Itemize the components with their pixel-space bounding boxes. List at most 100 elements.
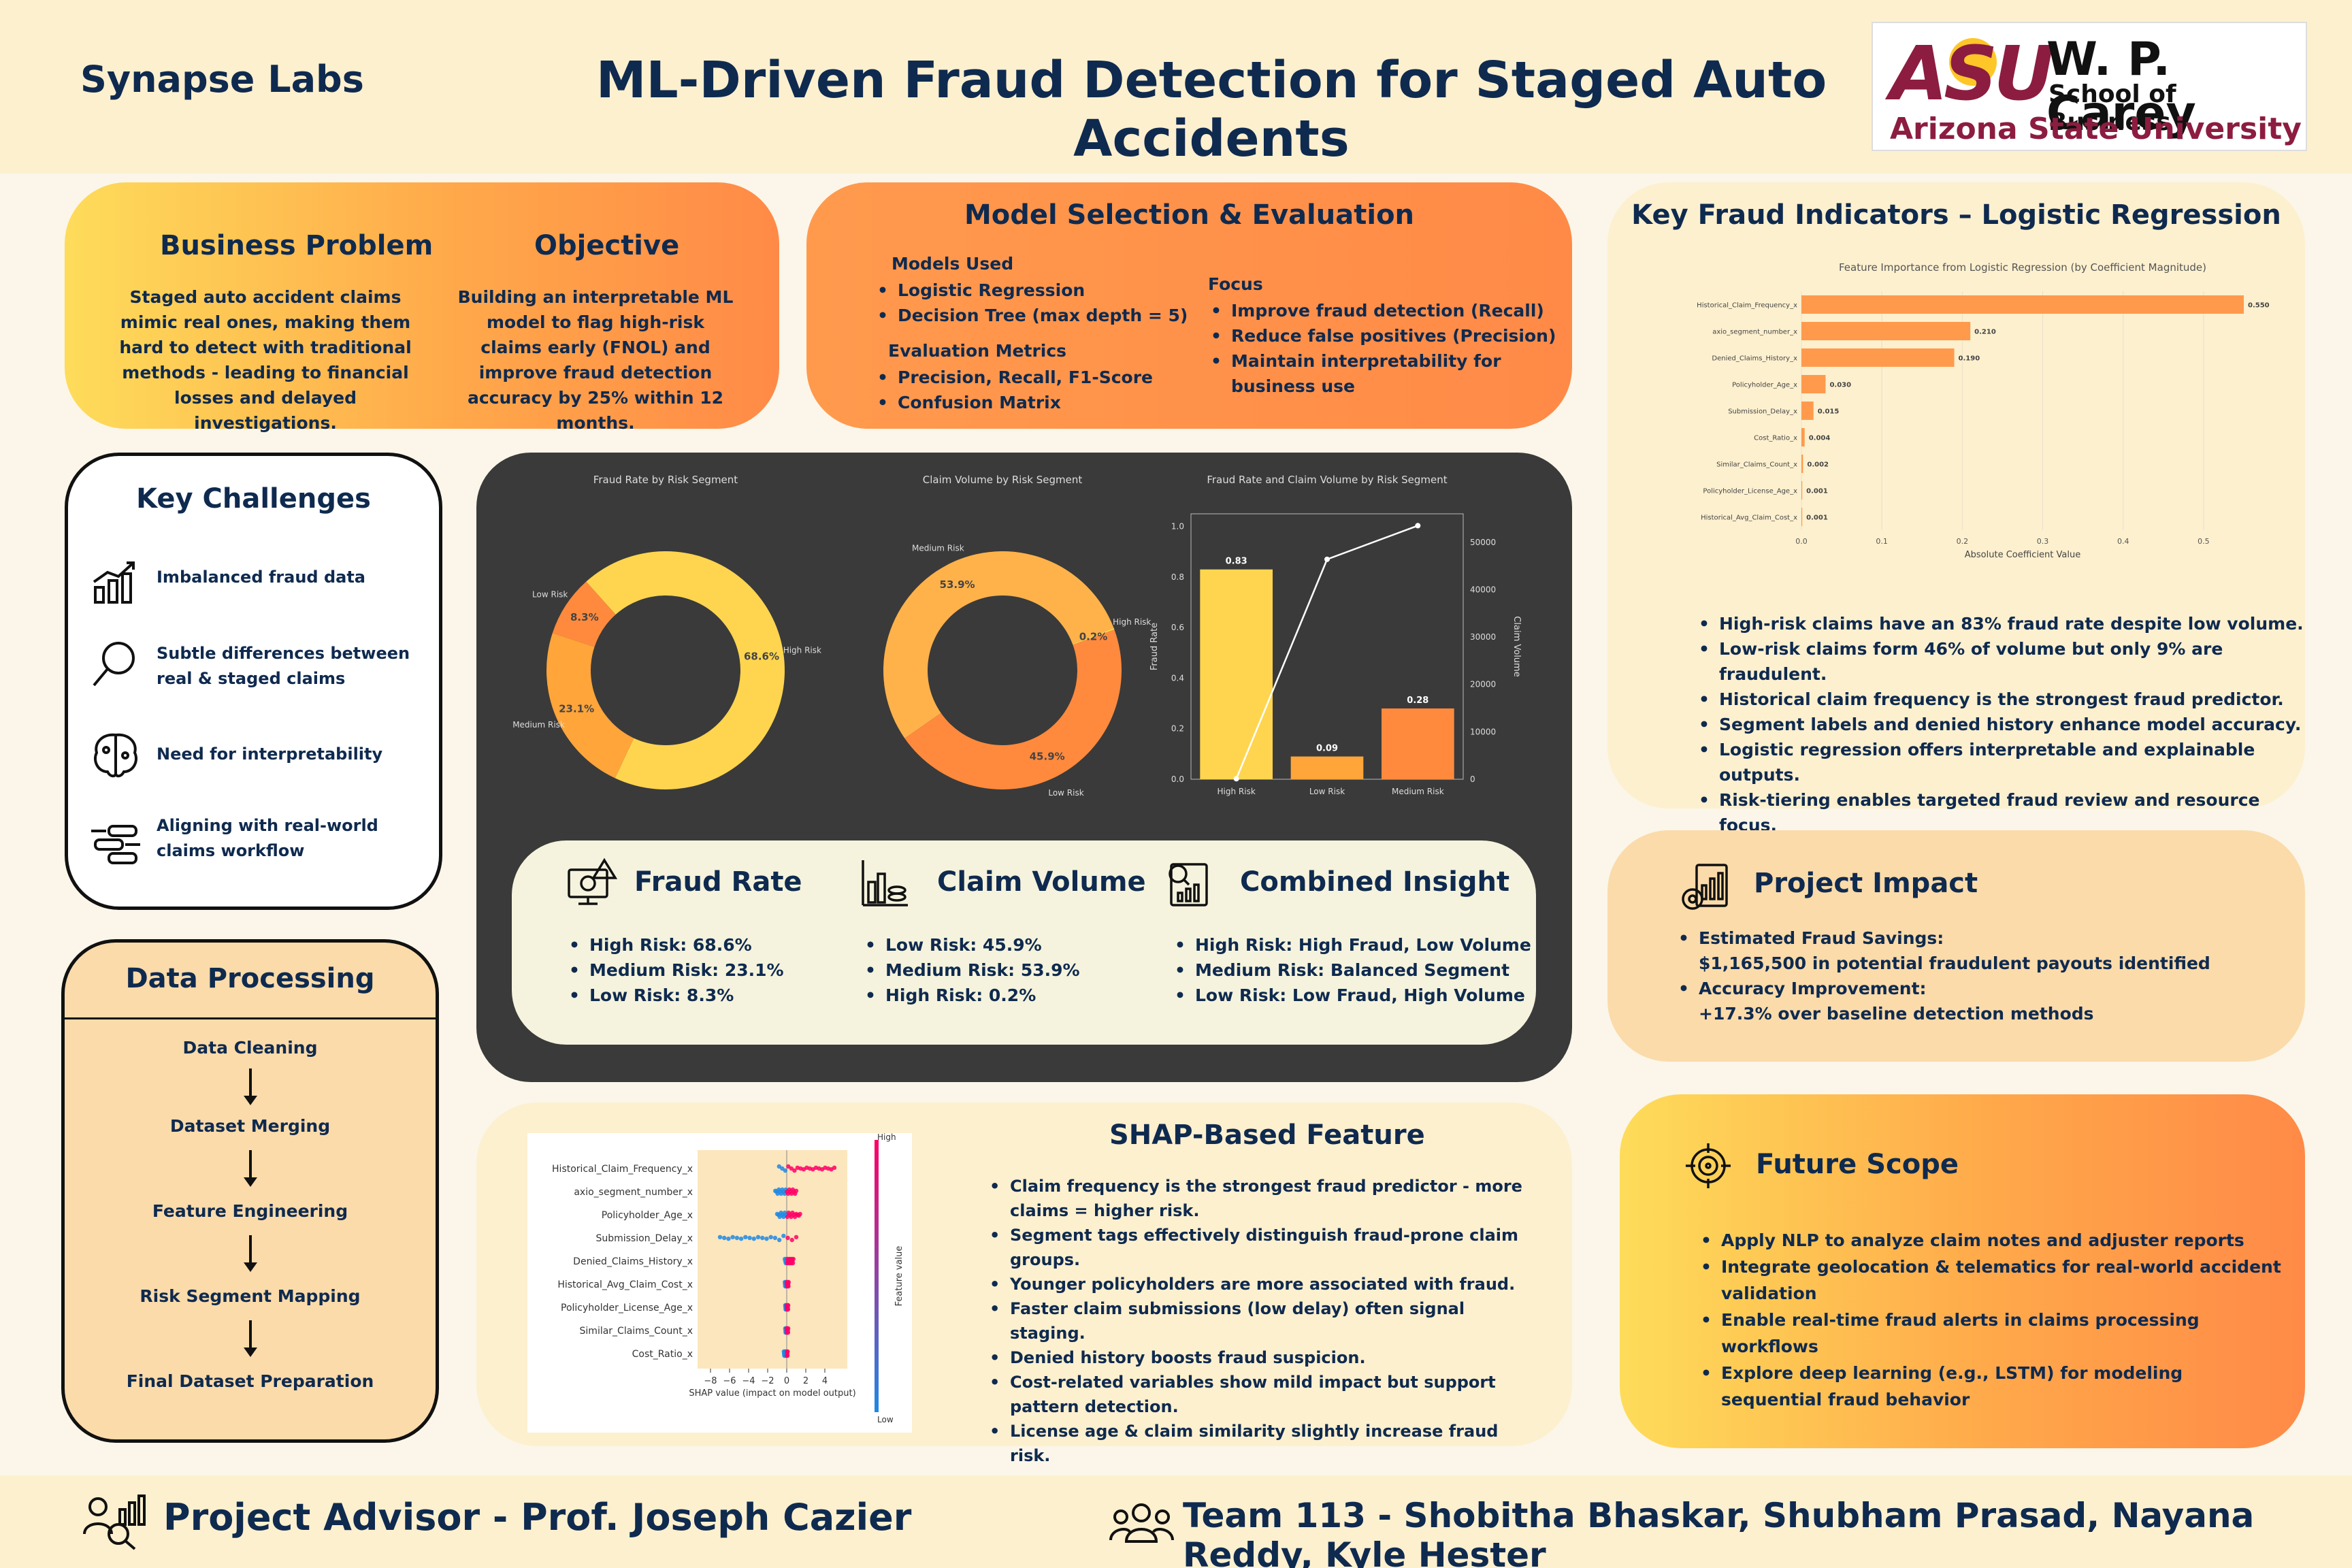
list-item: Faster claim submissions (low delay) oft…	[987, 1296, 1531, 1345]
magnifier-icon	[93, 642, 135, 687]
shap-point	[738, 1237, 744, 1241]
donut-slice	[904, 629, 1122, 789]
bar-value-label: 0.030	[1829, 382, 1851, 389]
y2-tick-label: 30000	[1470, 632, 1496, 642]
bar-value-label: 0.004	[1809, 435, 1831, 442]
key-indicators-list: High-risk claims have an 83% fraud rate …	[1696, 611, 2305, 838]
x-axis-label: Absolute Coefficient Value	[1965, 550, 2080, 560]
list-item: Integrate geolocation & telematics for r…	[1698, 1254, 2283, 1307]
shap-point	[786, 1164, 791, 1169]
x-tick-label: 0.3	[2037, 537, 2049, 546]
donut-slice	[883, 551, 1114, 738]
shap-point	[730, 1235, 735, 1239]
feature-bar	[1801, 428, 1805, 446]
project-impact-list: Estimated Fraud Savings: $1,165,500 in p…	[1676, 926, 2210, 1026]
shap-point	[722, 1235, 727, 1241]
fraud-rate-heading: Fraud Rate	[634, 866, 802, 898]
business-problem-panel: Business Problem Staged auto accident cl…	[65, 182, 779, 433]
x-tick-label: −6	[723, 1376, 736, 1386]
donut-slice	[546, 633, 634, 779]
key-challenges-heading: Key Challenges	[136, 483, 371, 514]
feature-label: Cost_Ratio_x	[632, 1349, 693, 1360]
shap-point	[786, 1284, 791, 1289]
bar-value-label: 0.015	[1818, 408, 1840, 416]
objective-text: Building an interpretable ML model to fl…	[457, 287, 734, 433]
list-item: Younger policyholders are more associate…	[987, 1272, 1531, 1296]
accuracy-improvement-value: +17.3% over baseline detection methods	[1699, 1004, 2094, 1024]
shap-point	[792, 1168, 797, 1173]
colorbar-high-label: High	[877, 1133, 896, 1142]
list-item: Precision, Recall, F1-Score	[875, 365, 1153, 390]
chart-title: Claim Volume by Risk Segment	[923, 474, 1083, 486]
arrow-down-icon	[244, 1320, 257, 1357]
list-item: Low-risk claims form 46% of volume but o…	[1696, 636, 2305, 687]
shap-heading: SHAP-Based Feature	[1109, 1120, 1425, 1151]
feature-label: Historical_Avg_Claim_Cost_x	[557, 1279, 693, 1290]
future-scope-panel: Future Scope Apply NLP to analyze claim …	[1620, 1094, 2305, 1448]
model-selection-heading: Model Selection & Evaluation	[964, 199, 1415, 231]
x-axis-label: SHAP value (impact on model output)	[689, 1388, 855, 1399]
x-tick-label: −2	[761, 1376, 774, 1386]
shap-point	[794, 1188, 799, 1193]
x-tick-label: 0.2	[1957, 537, 1969, 546]
feature-label: Denied_Claims_History_x	[1712, 355, 1797, 363]
shap-point	[780, 1166, 785, 1171]
logo-school-subtitle: School of Business	[2048, 80, 2176, 136]
feature-label: Similar_Claims_Count_x	[1716, 461, 1797, 469]
shap-point	[747, 1235, 752, 1241]
y2-tick-label: 20000	[1470, 680, 1496, 689]
list-item: Medium Risk: 53.9%	[862, 958, 1080, 983]
y-tick-label: 0.6	[1171, 623, 1184, 632]
bar-value-label: 0.001	[1806, 514, 1828, 522]
y2-tick-label: 10000	[1470, 727, 1496, 736]
feature-bar	[1801, 455, 1803, 473]
evaluation-metrics-label: Evaluation Metrics	[888, 341, 1067, 361]
feature-bar	[1801, 481, 1803, 500]
shap-point	[726, 1237, 731, 1241]
list-item: High Risk: 0.2%	[862, 983, 1080, 1008]
shap-point	[790, 1260, 796, 1266]
list-item: Decision Tree (max depth = 5)	[875, 303, 1188, 328]
data-processing-heading: Data Processing	[125, 963, 375, 994]
challenge-item-text: Aligning with real-world claims workflow	[157, 816, 378, 860]
y-tick-label: 0.2	[1171, 724, 1184, 734]
feature-label: Submission_Delay_x	[595, 1233, 693, 1244]
y2-tick-label: 40000	[1470, 585, 1496, 594]
metrics-list: Precision, Recall, F1-Score Confusion Ma…	[875, 365, 1153, 415]
slice-category-label: Low Risk	[532, 590, 568, 600]
slice-value-label: 23.1%	[559, 702, 594, 715]
feature-label: axio_segment_number_x	[574, 1187, 693, 1198]
future-scope-list: Apply NLP to analyze claim notes and adj…	[1698, 1227, 2283, 1413]
slice-value-label: 8.3%	[570, 611, 599, 623]
x-tick-label: Medium Risk	[1392, 787, 1444, 796]
process-step: Final Dataset Preparation	[126, 1371, 374, 1391]
feature-bar	[1801, 322, 1971, 340]
bar-value-label: 0.002	[1807, 461, 1829, 469]
future-scope-heading: Future Scope	[1756, 1149, 1959, 1180]
feature-label: Policyholder_License_Age_x	[561, 1303, 693, 1313]
y-tick-label: 0.4	[1171, 673, 1184, 683]
claim-volume-point	[1415, 523, 1421, 529]
bar-value-label: 0.83	[1226, 557, 1247, 567]
fraud-rate-bar	[1382, 708, 1454, 779]
business-problem-text: Staged auto accident claims mimic real o…	[119, 287, 412, 433]
x-tick-label: High Risk	[1218, 787, 1256, 796]
shap-point	[764, 1237, 769, 1241]
bar-value-label: 0.210	[1974, 329, 1996, 336]
business-problem-heading: Business Problem	[160, 230, 434, 261]
list-item: Risk-tiering enables targeted fraud revi…	[1696, 787, 2305, 838]
challenge-item-text: Imbalanced fraud data	[157, 568, 365, 587]
process-step: Dataset Merging	[169, 1116, 331, 1136]
objective-heading: Objective	[534, 230, 680, 261]
shap-point	[772, 1235, 778, 1241]
colorbar	[875, 1140, 879, 1412]
logo-school-name: W. P. Carey	[2046, 33, 2196, 140]
claim-volume-heading: Claim Volume	[937, 866, 1146, 898]
shap-point	[786, 1279, 791, 1285]
shap-summary-plot: Historical_Claim_Frequency_x axio_segment…	[527, 1133, 912, 1433]
feature-bar	[1801, 348, 1955, 367]
list-item: Logistic Regression	[875, 278, 1188, 303]
organization-name: Synapse Labs	[80, 58, 364, 101]
list-item: License age & claim similarity slightly …	[987, 1419, 1531, 1468]
header-bar: Synapse Labs ML-Driven Fraud Detection f…	[0, 0, 2352, 174]
